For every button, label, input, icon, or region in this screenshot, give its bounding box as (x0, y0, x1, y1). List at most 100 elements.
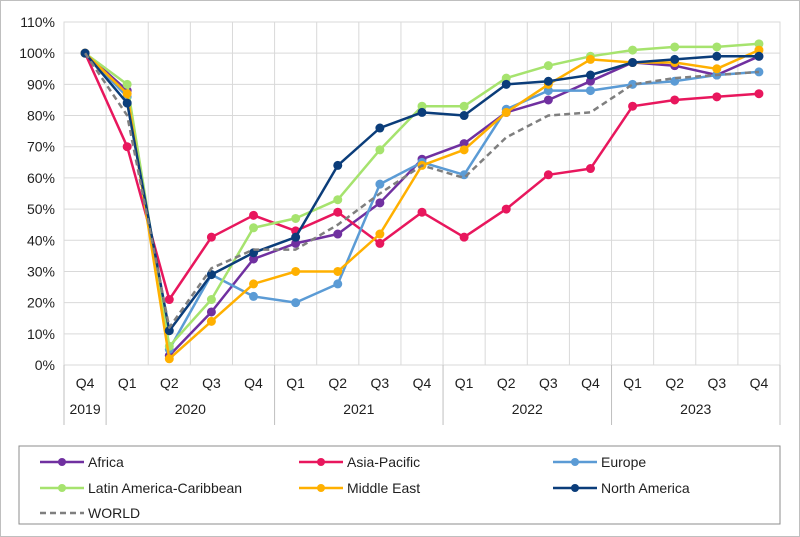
x-tick-label: Q4 (244, 375, 263, 391)
x-tick-label: Q4 (76, 375, 95, 391)
data-point (543, 95, 553, 105)
data-point (206, 307, 216, 317)
data-point (249, 291, 259, 301)
data-point (206, 270, 216, 280)
data-point (459, 232, 469, 242)
data-point (670, 54, 680, 64)
x-tick-label: Q4 (581, 375, 600, 391)
data-point (164, 295, 174, 305)
x-tick-label: Q1 (286, 375, 305, 391)
grid (63, 21, 781, 366)
data-point (670, 42, 680, 52)
y-tick-label: 50% (27, 201, 55, 217)
y-axis-ticks: 0% 10% 20% 30% 40% 50% 60% 70% 80% 90% 100% 110% (19, 14, 55, 373)
legend-swatch-marker (317, 458, 325, 466)
y-tick-label: 40% (27, 232, 55, 248)
data-point (459, 111, 469, 121)
x-axis-ticks: Q4 Q1 Q2 Q3 Q4 Q1 Q2 Q3 Q4 Q1 Q2 Q3 Q4 Q1 Q2 Q3 Q4 2019 20… (63, 365, 781, 425)
legend-swatch-marker (58, 458, 66, 466)
series-line-middle-east (84, 48, 760, 361)
data-point (333, 160, 343, 170)
data-point (249, 210, 259, 220)
data-point (543, 76, 553, 86)
data-point (712, 42, 722, 52)
data-point (459, 145, 469, 155)
data-point (291, 298, 301, 308)
year-label: 2020 (175, 401, 206, 417)
data-point (628, 101, 638, 111)
data-point (543, 61, 553, 71)
series-line-world (84, 52, 759, 329)
data-point (122, 142, 132, 152)
y-tick-label: 60% (27, 170, 55, 186)
data-point (501, 79, 511, 89)
data-point (501, 204, 511, 214)
legend-entry-label: North America (601, 480, 690, 496)
data-point (585, 54, 595, 64)
y-tick-label: 10% (27, 326, 55, 342)
data-point (754, 89, 764, 99)
data-point (249, 223, 259, 233)
series-line-asia-pacific (83, 52, 759, 301)
legend-entry-label: Europe (601, 454, 646, 470)
data-point (164, 354, 174, 364)
legend-swatch-marker (571, 484, 579, 492)
x-tick-label: Q4 (750, 375, 769, 391)
data-point (333, 207, 343, 217)
data-point (670, 95, 680, 105)
data-point (375, 179, 385, 189)
series-line-europe (84, 52, 759, 351)
x-tick-label: Q3 (202, 375, 221, 391)
series-line-north-america (84, 52, 759, 332)
data-point (333, 229, 343, 239)
y-tick-label: 100% (19, 45, 55, 61)
x-tick-label: Q3 (371, 375, 390, 391)
data-point (628, 58, 638, 68)
data-point (375, 145, 385, 155)
y-tick-label: 110% (20, 14, 55, 30)
x-tick-label: Q2 (328, 375, 347, 391)
data-point (754, 51, 764, 61)
legend-swatch-marker (571, 458, 579, 466)
data-point (333, 266, 343, 276)
x-tick-label: Q1 (118, 375, 137, 391)
data-point (206, 295, 216, 305)
data-point (459, 101, 469, 111)
y-tick-label: 90% (27, 76, 55, 92)
y-tick-label: 20% (27, 295, 55, 311)
x-tick-label: Q2 (160, 375, 179, 391)
series-line-latin-america-caribbean (84, 42, 759, 348)
legend-entry-label: WORLD (88, 505, 140, 521)
legend-entry-label: Africa (88, 454, 124, 470)
y-tick-label: 30% (27, 263, 55, 279)
series-group (80, 39, 764, 364)
data-point (122, 98, 132, 108)
data-point (291, 213, 301, 223)
data-point (712, 64, 722, 74)
data-point (417, 107, 427, 117)
data-point (417, 207, 427, 217)
data-point (543, 170, 553, 180)
x-tick-label: Q3 (707, 375, 726, 391)
data-point (670, 76, 680, 86)
data-point (712, 92, 722, 102)
data-point (712, 51, 722, 61)
x-tick-label: Q3 (539, 375, 558, 391)
legend-entry-label: Latin America-Caribbean (88, 480, 242, 496)
year-label: 2023 (680, 401, 711, 417)
y-tick-label: 80% (27, 108, 55, 124)
legend-entry-label: Middle East (347, 480, 420, 496)
x-tick-label: Q1 (455, 375, 474, 391)
x-tick-label: Q1 (623, 375, 642, 391)
data-point (585, 70, 595, 80)
data-point (333, 195, 343, 205)
y-tick-label: 0% (35, 357, 55, 373)
data-point (375, 123, 385, 133)
data-point (333, 279, 343, 289)
data-point (375, 229, 385, 239)
x-tick-label: Q2 (665, 375, 684, 391)
year-label: 2021 (343, 401, 374, 417)
data-point (585, 164, 595, 174)
legend-swatch-marker (58, 484, 66, 492)
